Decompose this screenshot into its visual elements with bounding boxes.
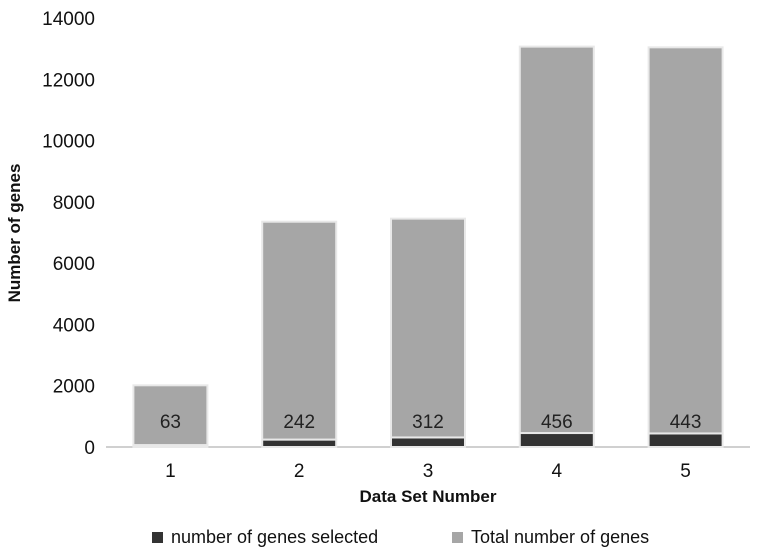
x-axis-title: Data Set Number: [360, 487, 497, 506]
y-axis-title: Number of genes: [5, 164, 24, 303]
legend-label: Total number of genes: [471, 527, 649, 547]
data-label: 443: [670, 412, 702, 433]
data-label: 456: [541, 412, 573, 433]
legend-label: number of genes selected: [171, 527, 378, 547]
x-tick-label: 1: [165, 461, 176, 482]
bars: [132, 45, 724, 449]
data-label: 242: [283, 412, 315, 433]
legend: number of genes selected Total number of …: [152, 527, 649, 547]
x-tick-label: 2: [294, 461, 305, 482]
y-tick-label: 4000: [53, 315, 95, 336]
y-tick-label: 6000: [53, 254, 95, 275]
x-tick-label: 5: [680, 461, 691, 482]
y-tick-label: 10000: [42, 132, 95, 153]
data-label: 312: [412, 412, 444, 433]
y-tick-label: 0: [84, 438, 95, 459]
x-tick-label: 4: [552, 461, 563, 482]
y-tick-label: 12000: [42, 70, 95, 91]
y-axis-ticks: 0 2000 4000 6000 8000 10000 12000 14000: [42, 9, 95, 459]
y-tick-label: 2000: [53, 377, 95, 398]
bar-total: [132, 384, 209, 447]
data-labels: 63 242 312 456 443: [160, 412, 702, 433]
x-tick-label: 3: [423, 461, 434, 482]
y-tick-label: 14000: [42, 9, 95, 30]
bar-total: [518, 45, 595, 435]
bar-total: [647, 46, 724, 435]
bar-selected: [261, 438, 338, 449]
bar-selected: [390, 436, 466, 448]
x-axis-ticks: 1 2 3 4 5: [165, 461, 691, 482]
legend-swatch: [452, 532, 463, 543]
bar-selected: [647, 432, 724, 448]
legend-swatch: [152, 532, 163, 543]
data-label: 63: [160, 412, 181, 433]
bar-selected: [518, 432, 595, 448]
y-tick-label: 8000: [53, 193, 95, 214]
bar-total: [261, 220, 338, 441]
bar-total: [390, 217, 466, 439]
